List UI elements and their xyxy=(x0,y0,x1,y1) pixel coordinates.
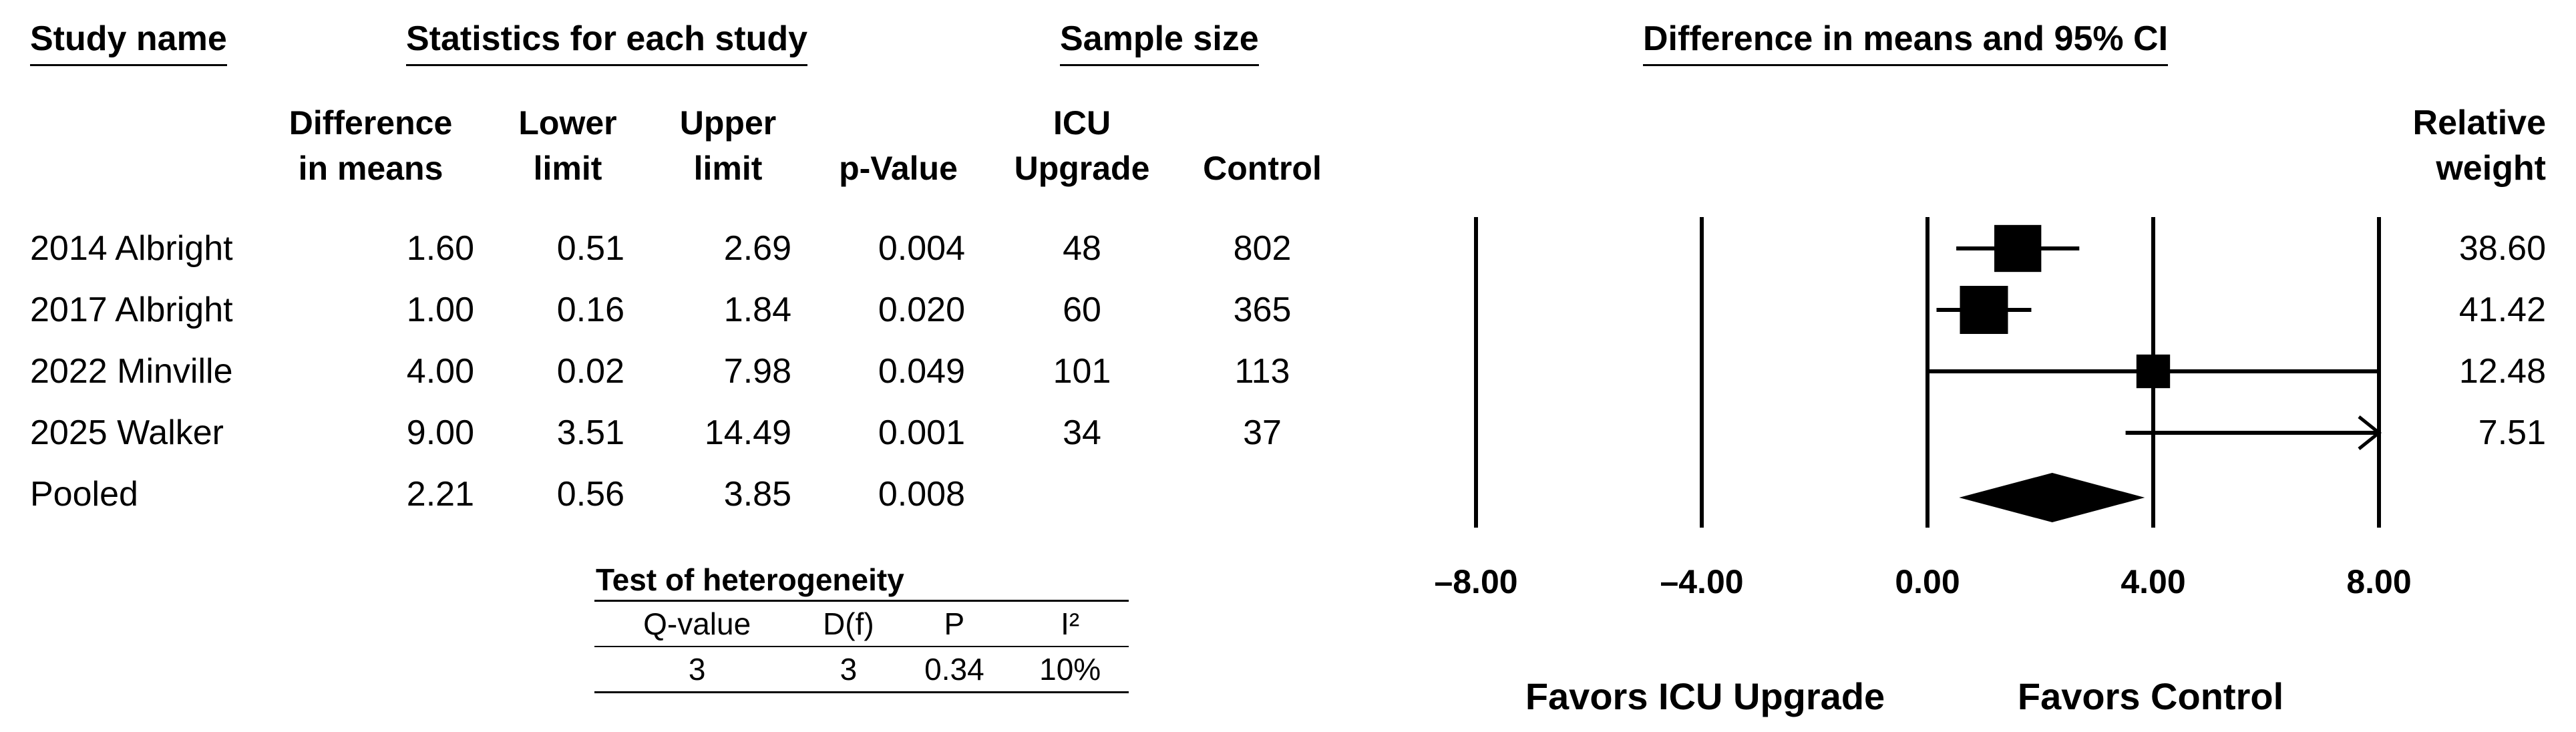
relative-weight: 41.42 xyxy=(2458,291,2546,329)
upper-value: 14.49 xyxy=(704,413,791,452)
upper-value: 2.69 xyxy=(723,229,791,268)
sample-size-header: Sample size xyxy=(1060,19,1259,66)
df-header: D(f) xyxy=(823,606,874,641)
pooled-p: 0.008 xyxy=(878,475,965,514)
study-name-header: Study name xyxy=(30,19,227,66)
x-tick-label: 4.00 xyxy=(2121,563,2185,600)
icu-n: 34 xyxy=(1063,413,1101,452)
p-header: P xyxy=(944,606,965,641)
p-value: 0.001 xyxy=(878,413,965,452)
control-column-header: Control xyxy=(1203,150,1322,187)
diff-value: 1.60 xyxy=(406,229,474,268)
lower-limit-column-header: Lower limit xyxy=(518,104,617,187)
relative-weight: 38.60 xyxy=(2458,229,2546,268)
df-value: 3 xyxy=(840,652,858,687)
pooled-label: Pooled xyxy=(30,475,138,514)
diff-value: 9.00 xyxy=(406,413,474,452)
effect-square xyxy=(1960,286,2008,334)
diff-column-header: Difference in means xyxy=(289,104,453,187)
lower-value: 0.16 xyxy=(556,291,624,329)
i2-value: 10% xyxy=(1039,652,1101,687)
x-tick-label: –8.00 xyxy=(1434,563,1517,600)
p-value: 0.020 xyxy=(878,291,965,329)
pooled-upper: 3.85 xyxy=(723,475,791,514)
i2-header: I² xyxy=(1061,606,1080,641)
p-value-het: 0.34 xyxy=(924,652,984,687)
relative-weight: 12.48 xyxy=(2458,352,2546,391)
study-name: 2014 Albright xyxy=(30,229,233,268)
study-name: 2022 Minville xyxy=(30,352,233,391)
control-n: 365 xyxy=(1233,291,1292,329)
effect-square xyxy=(1994,224,2042,272)
effect-square xyxy=(2136,354,2171,389)
icu-n: 101 xyxy=(1053,352,1111,391)
ci-header: Difference in means and 95% CI xyxy=(1643,19,2169,66)
upper-limit-column-header: Upper limit xyxy=(679,104,777,187)
icu-n: 60 xyxy=(1063,291,1101,329)
study-name: 2017 Albright xyxy=(30,291,233,329)
p-value: 0.049 xyxy=(878,352,965,391)
heterogeneity-block: Test of heterogeneity Q-value D(f) P I² … xyxy=(594,560,1129,693)
icu-n: 48 xyxy=(1063,229,1101,268)
q-value: 3 xyxy=(688,652,706,687)
pooled-diff: 2.21 xyxy=(406,475,474,514)
relative-weight-header: Relative weight xyxy=(2412,104,2546,188)
x-tick-label: 8.00 xyxy=(2346,563,2411,600)
lower-value: 0.02 xyxy=(556,352,624,391)
ci-arrow xyxy=(2358,415,2382,450)
upper-value: 1.84 xyxy=(723,291,791,329)
lower-value: 0.51 xyxy=(556,229,624,268)
pooled-diamond xyxy=(1959,473,2145,522)
p-value: 0.004 xyxy=(878,229,965,268)
relative-weight: 7.51 xyxy=(2478,413,2546,452)
diff-value: 1.00 xyxy=(406,291,474,329)
lower-value: 3.51 xyxy=(556,413,624,452)
control-n: 37 xyxy=(1243,413,1282,452)
icu-column-header: ICU Upgrade xyxy=(1014,104,1150,187)
x-tick-label: 0.00 xyxy=(1895,563,1960,600)
q-value-header: Q-value xyxy=(643,606,751,641)
pvalue-column-header: p-Value xyxy=(839,150,958,187)
heterogeneity-table: Q-value D(f) P I² 3 3 0.34 10% xyxy=(594,600,1129,693)
x-tick-label: –4.00 xyxy=(1660,563,1743,600)
study-name: 2025 Walker xyxy=(30,413,224,452)
control-n: 113 xyxy=(1234,352,1290,391)
statistics-header: Statistics for each study xyxy=(406,19,808,66)
favors-icu-label: Favors ICU Upgrade xyxy=(1525,675,1885,717)
heterogeneity-title: Test of heterogeneity xyxy=(596,562,904,597)
favors-control-label: Favors Control xyxy=(2018,675,2283,717)
upper-value: 7.98 xyxy=(723,352,791,391)
diff-value: 4.00 xyxy=(406,352,474,391)
control-n: 802 xyxy=(1233,229,1292,268)
pooled-lower: 0.56 xyxy=(556,475,624,514)
